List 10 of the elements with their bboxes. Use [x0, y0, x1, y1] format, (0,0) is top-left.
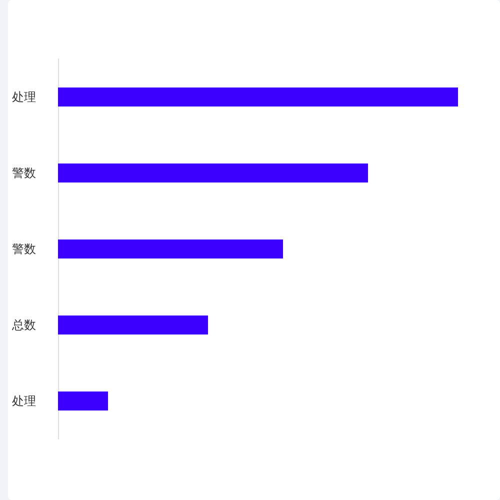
bar: [58, 240, 283, 258]
bar: [58, 88, 458, 106]
y-tick-label: 处理: [12, 394, 36, 408]
bar: [58, 316, 208, 334]
bar: [58, 392, 108, 410]
y-tick-label: 处理: [12, 90, 36, 104]
y-tick-label: 警数: [12, 166, 36, 180]
y-tick-label: 总数: [11, 318, 36, 332]
bar: [58, 164, 368, 182]
y-tick-label: 警数: [12, 242, 36, 256]
